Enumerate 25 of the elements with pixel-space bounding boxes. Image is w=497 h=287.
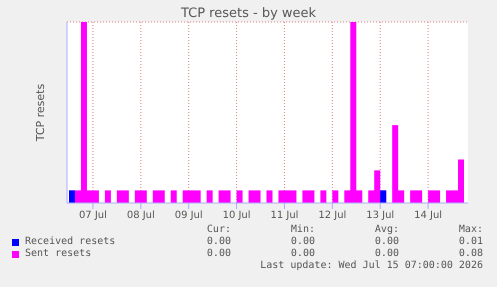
x-tick-label: 09 Jul	[174, 210, 203, 222]
text: 0.00	[290, 248, 315, 260]
text: 0.01	[458, 236, 483, 248]
x-tick-label: 13 Jul	[366, 210, 394, 222]
x-tick-label: 14 Jul	[414, 210, 442, 222]
text: 0.00	[374, 248, 399, 260]
text: Last update: Wed Jul 15 07:00:00 2026	[259, 260, 483, 272]
y-axis-title: TCP resets	[34, 83, 47, 142]
text: 0.00	[206, 236, 231, 248]
x-tick-label: 11 Jul	[270, 210, 298, 222]
x-tick-label: 12 Jul	[318, 210, 346, 222]
x-tick-label: 07 Jul	[78, 210, 107, 222]
x-tick-label: 08 Jul	[126, 210, 155, 222]
text: 0.00	[290, 236, 315, 248]
text: 0.00	[206, 248, 231, 260]
text: Cur:	[206, 224, 231, 236]
text: Max:	[458, 224, 483, 236]
chart-title: TCP resets - by week	[180, 6, 318, 21]
text: Avg:	[374, 224, 399, 236]
x-tick-label: 10 Jul	[222, 210, 251, 222]
legend-label: Received resets	[24, 236, 116, 248]
text: 0.00	[374, 236, 399, 248]
text: 0.08	[458, 248, 483, 260]
legend-label: Sent resets	[24, 248, 92, 260]
text: Min:	[290, 224, 315, 236]
